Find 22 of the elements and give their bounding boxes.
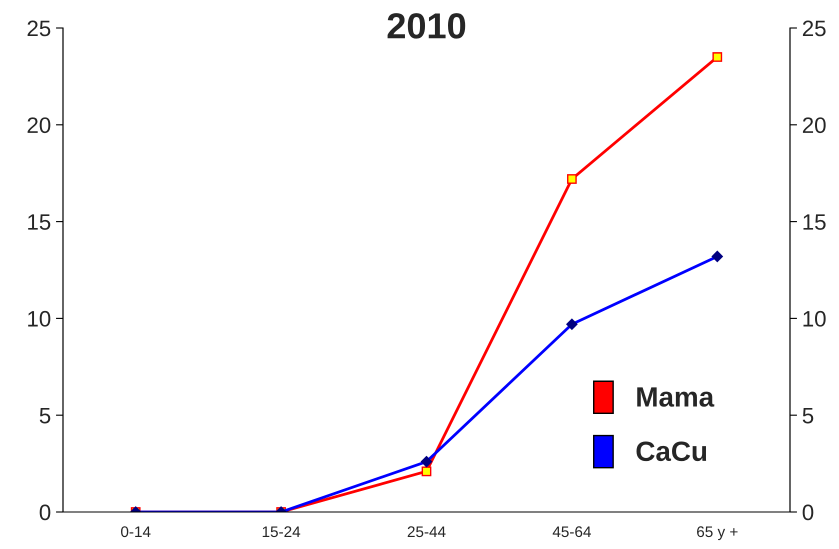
y2-tick-label: 20 bbox=[802, 117, 826, 134]
y2-tick-label: 10 bbox=[804, 310, 826, 327]
x-tick-label: 15-24 bbox=[262, 526, 300, 538]
y-tick-label: 10 bbox=[28, 310, 50, 327]
x-tick-label: 0-14 bbox=[121, 526, 151, 538]
x-tick-label: 65 y + bbox=[697, 526, 738, 540]
x-tick-label: 25-44 bbox=[408, 526, 446, 538]
y2-tick-label: 15 bbox=[804, 214, 826, 230]
y-tick-label: 5 bbox=[40, 408, 50, 424]
point bbox=[567, 174, 577, 184]
y-tick-label: 15 bbox=[28, 214, 50, 230]
y2-tick-label: 5 bbox=[802, 408, 814, 424]
chart-title: 2010 bbox=[388, 13, 466, 39]
y2-tick-label: 25 bbox=[802, 20, 826, 36]
legend-label: CaCu bbox=[636, 441, 706, 462]
legend-label: Mama bbox=[637, 387, 714, 407]
y2-tick-label: 0 bbox=[802, 504, 814, 520]
x-tick-label: 45-64 bbox=[552, 526, 591, 538]
point bbox=[712, 52, 722, 62]
y-tick-label: 0 bbox=[40, 504, 50, 520]
y-tick-label: 25 bbox=[28, 20, 50, 36]
y-tick-label: 20 bbox=[28, 117, 50, 134]
